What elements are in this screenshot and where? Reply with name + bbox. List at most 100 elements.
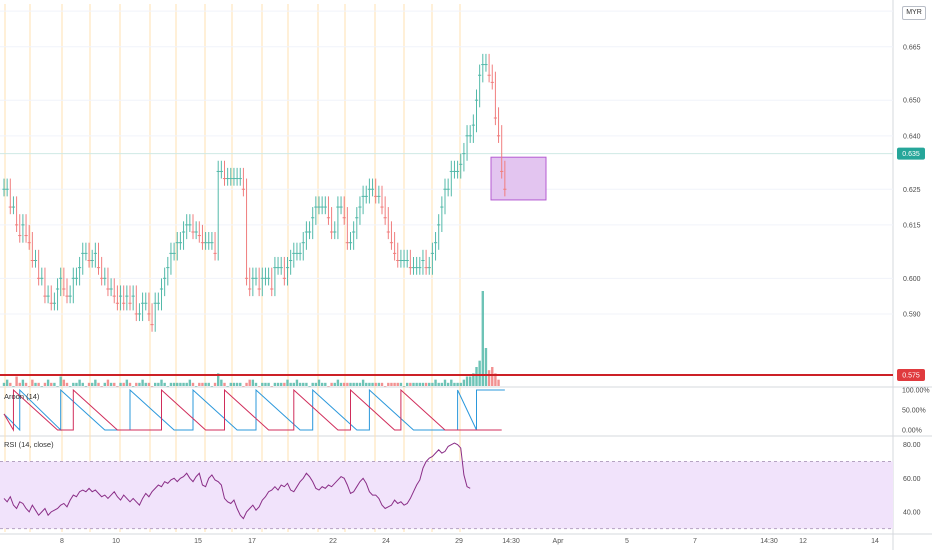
volume-bar: [9, 382, 12, 386]
rsi-band: [0, 461, 893, 529]
volume-bar: [91, 382, 94, 386]
volume-bar: [273, 382, 277, 386]
support-price-label: 0.575: [902, 373, 920, 380]
volume-bar: [217, 373, 220, 386]
volume-bar: [138, 382, 141, 386]
volume-bar: [131, 386, 135, 387]
price-tick-label: 0.640: [903, 133, 921, 140]
volume-bar: [280, 382, 283, 386]
volume-bar: [179, 382, 182, 386]
volume-bar: [330, 382, 333, 386]
volume-bar: [119, 382, 122, 386]
x-axis-label: 14: [871, 538, 879, 545]
volume-bar: [487, 370, 491, 386]
volume-bar: [295, 379, 299, 386]
volume-bar: [94, 379, 97, 386]
volume-bar: [220, 379, 223, 386]
currency-label[interactable]: MYR: [902, 6, 926, 20]
x-axis-label: 15: [194, 538, 202, 545]
price-tick-label: 0.590: [903, 311, 921, 318]
aroon-down-line: [3, 388, 502, 432]
price-tick-label: 0.625: [903, 187, 921, 194]
volume-bar: [72, 382, 75, 386]
x-axis-label: 5: [625, 538, 629, 545]
volume-bar: [289, 382, 292, 386]
volume-bar: [261, 382, 264, 386]
volume-bar: [365, 382, 368, 386]
volume-bar: [226, 386, 229, 387]
volume-bar: [43, 382, 47, 386]
volume-bar: [491, 367, 494, 386]
aroon-pane-title: Aroon (14): [4, 392, 40, 401]
volume-bar: [478, 360, 481, 386]
volume-bar: [46, 379, 50, 386]
volume-bar: [68, 386, 72, 387]
volume-bar: [207, 382, 210, 386]
volume-bar: [84, 386, 88, 387]
volume-bar: [402, 386, 406, 387]
volume-bar: [324, 382, 327, 386]
x-axis-label: Apr: [553, 538, 565, 545]
last-price-badge: [897, 147, 925, 160]
volume-bar: [157, 382, 160, 386]
support-price-badge: [897, 369, 925, 381]
volume-bar: [251, 379, 255, 386]
volume-bar: [308, 386, 311, 387]
volume-bar: [415, 382, 418, 386]
volume-bar: [223, 382, 226, 386]
volume-bar: [361, 379, 365, 386]
volume-bar: [81, 382, 84, 386]
volume-bar: [135, 382, 138, 386]
volume-bar: [65, 382, 69, 386]
volume-bar: [421, 382, 425, 386]
volume-bar: [188, 379, 192, 386]
rsi-line: [3, 442, 471, 520]
volume-bar: [349, 382, 352, 386]
price-tick-label: 0.665: [903, 44, 921, 51]
volume-bar: [469, 376, 472, 386]
volume-bar: [103, 382, 106, 386]
x-axis-label: 17: [248, 538, 256, 545]
volume-bar: [116, 386, 119, 387]
volume-bar: [204, 382, 207, 386]
volume-bar: [298, 382, 302, 386]
volume-bar: [59, 376, 62, 386]
volume-bar: [37, 382, 40, 386]
volume-bar: [456, 382, 459, 386]
volume-bar: [97, 382, 100, 386]
volume-bar: [166, 386, 169, 387]
volume-bar: [302, 382, 305, 386]
price-tick-label: 0.650: [903, 98, 921, 105]
aroon-tick-label: 50.00%: [902, 408, 926, 415]
volume-bar: [472, 373, 475, 386]
volume-bar: [431, 382, 434, 386]
volume-bar: [314, 382, 318, 386]
last-price-label: 0.635: [902, 151, 920, 158]
price-tick-label: 0.600: [903, 276, 921, 283]
volume-bar: [286, 379, 289, 386]
volume-bar: [305, 382, 308, 386]
volume-bar: [163, 382, 166, 386]
highlight-zone-rectangle[interactable]: [490, 156, 547, 201]
rsi-tick-label: 80.00: [903, 442, 921, 449]
volume-bar: [437, 382, 440, 386]
volume-bar: [182, 382, 185, 386]
volume-bar: [235, 382, 239, 386]
rsi-tick-label: 60.00: [903, 476, 921, 483]
volume-bar: [412, 382, 415, 386]
x-axis-label: 10: [112, 538, 120, 545]
volume-bar: [100, 386, 103, 387]
volume-bar: [497, 379, 500, 386]
volume-bar: [106, 379, 110, 386]
volume-bar: [239, 382, 242, 386]
volume-bar: [453, 382, 456, 386]
volume-bar: [210, 386, 214, 387]
volume-bar: [56, 386, 59, 387]
rsi-pane-title: RSI (14, close): [4, 440, 54, 449]
volume-bar: [34, 382, 37, 386]
volume-bar: [198, 382, 201, 386]
volume-bar: [383, 386, 387, 387]
volume-bar: [21, 379, 25, 386]
